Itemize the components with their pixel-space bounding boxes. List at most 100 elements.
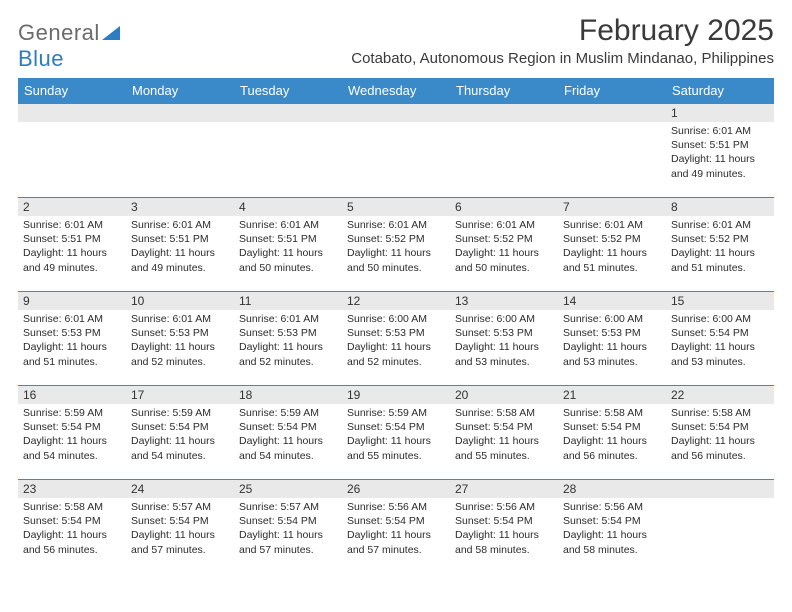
sunrise-value: 6:00 AM [712,313,751,325]
brand-part2: Blue [18,46,64,71]
sunset-value: 5:53 PM [494,327,533,339]
sunrise-value: 5:58 AM [496,407,535,419]
daylight: Daylight: 11 hours and 49 minutes. [671,152,769,180]
triangle-icon [102,26,120,40]
sunrise-value: 5:59 AM [64,407,103,419]
sunrise: Sunrise: 5:59 AM [131,406,229,420]
sunset: Sunset: 5:54 PM [239,514,337,528]
daylight: Daylight: 11 hours and 54 minutes. [23,434,121,462]
day-number: 4 [234,198,342,216]
calendar-day-cell: 28Sunrise: 5:56 AMSunset: 5:54 PMDayligh… [558,480,666,574]
daylight-label: Daylight: [131,529,175,541]
daylight: Daylight: 11 hours and 51 minutes. [563,246,661,274]
day-number: 16 [18,386,126,404]
sunrise-label: Sunrise: [239,501,280,513]
sunset-label: Sunset: [239,233,278,245]
calendar-day-cell: 26Sunrise: 5:56 AMSunset: 5:54 PMDayligh… [342,480,450,574]
daylight: Daylight: 11 hours and 50 minutes. [239,246,337,274]
day-number: 17 [126,386,234,404]
calendar-week-row: 23Sunrise: 5:58 AMSunset: 5:54 PMDayligh… [18,480,774,574]
sunset: Sunset: 5:51 PM [671,138,769,152]
day-details: Sunrise: 6:01 AMSunset: 5:51 PMDaylight:… [126,216,234,279]
daylight-label: Daylight: [455,341,499,353]
daylight-label: Daylight: [23,341,67,353]
sunrise-label: Sunrise: [131,407,172,419]
sunrise-value: 6:01 AM [496,219,535,231]
sunset-label: Sunset: [563,421,602,433]
sunrise-label: Sunrise: [347,313,388,325]
day-details: Sunrise: 6:01 AMSunset: 5:51 PMDaylight:… [18,216,126,279]
daylight: Daylight: 11 hours and 51 minutes. [23,340,121,368]
sunrise-value: 6:00 AM [496,313,535,325]
day-number: 7 [558,198,666,216]
calendar-week-row: 16Sunrise: 5:59 AMSunset: 5:54 PMDayligh… [18,386,774,480]
sunrise-value: 6:01 AM [712,125,751,137]
sunset: Sunset: 5:53 PM [131,326,229,340]
sunrise: Sunrise: 5:56 AM [455,500,553,514]
sunset: Sunset: 5:54 PM [347,420,445,434]
day-number: 14 [558,292,666,310]
calendar-day-cell: 6Sunrise: 6:01 AMSunset: 5:52 PMDaylight… [450,198,558,292]
sunrise: Sunrise: 5:59 AM [239,406,337,420]
day-number: 28 [558,480,666,498]
daylight-label: Daylight: [563,435,607,447]
day-details: Sunrise: 5:56 AMSunset: 5:54 PMDaylight:… [342,498,450,561]
sunset: Sunset: 5:52 PM [671,232,769,246]
calendar-day-cell: 3Sunrise: 6:01 AMSunset: 5:51 PMDaylight… [126,198,234,292]
sunset-value: 5:54 PM [62,515,101,527]
calendar-day-cell: 17Sunrise: 5:59 AMSunset: 5:54 PMDayligh… [126,386,234,480]
sunset: Sunset: 5:53 PM [239,326,337,340]
sunset-label: Sunset: [347,327,386,339]
daylight: Daylight: 11 hours and 56 minutes. [563,434,661,462]
day-number [450,104,558,122]
sunset-label: Sunset: [455,327,494,339]
sunset: Sunset: 5:51 PM [239,232,337,246]
sunset-label: Sunset: [455,515,494,527]
sunset-value: 5:52 PM [710,233,749,245]
sunrise: Sunrise: 5:57 AM [131,500,229,514]
day-details: Sunrise: 5:59 AMSunset: 5:54 PMDaylight:… [126,404,234,467]
daylight: Daylight: 11 hours and 58 minutes. [455,528,553,556]
sunset-label: Sunset: [131,421,170,433]
weekday-header: Monday [126,78,234,104]
sunrise-label: Sunrise: [239,407,280,419]
day-details: Sunrise: 5:56 AMSunset: 5:54 PMDaylight:… [450,498,558,561]
calendar-day-cell: 16Sunrise: 5:59 AMSunset: 5:54 PMDayligh… [18,386,126,480]
sunset-label: Sunset: [671,421,710,433]
calendar-day-cell [558,104,666,198]
calendar-day-cell: 22Sunrise: 5:58 AMSunset: 5:54 PMDayligh… [666,386,774,480]
calendar-day-cell: 10Sunrise: 6:01 AMSunset: 5:53 PMDayligh… [126,292,234,386]
sunrise: Sunrise: 6:00 AM [671,312,769,326]
sunset-value: 5:51 PM [62,233,101,245]
sunset: Sunset: 5:52 PM [347,232,445,246]
sunrise: Sunrise: 6:01 AM [671,218,769,232]
sunset: Sunset: 5:54 PM [131,514,229,528]
sunset-label: Sunset: [563,327,602,339]
brand-part1: General [18,20,100,45]
sunrise-label: Sunrise: [671,219,712,231]
sunrise: Sunrise: 6:01 AM [563,218,661,232]
sunrise-value: 6:01 AM [172,313,211,325]
sunset: Sunset: 5:54 PM [131,420,229,434]
day-number: 23 [18,480,126,498]
daylight-label: Daylight: [131,435,175,447]
sunset: Sunset: 5:53 PM [563,326,661,340]
daylight-label: Daylight: [563,247,607,259]
day-details: Sunrise: 5:56 AMSunset: 5:54 PMDaylight:… [558,498,666,561]
sunset-value: 5:53 PM [62,327,101,339]
sunset-value: 5:54 PM [278,515,317,527]
daylight-label: Daylight: [23,435,67,447]
daylight: Daylight: 11 hours and 54 minutes. [239,434,337,462]
sunrise: Sunrise: 6:00 AM [347,312,445,326]
calendar-day-cell: 20Sunrise: 5:58 AMSunset: 5:54 PMDayligh… [450,386,558,480]
sunrise: Sunrise: 5:58 AM [563,406,661,420]
sunset-value: 5:54 PM [278,421,317,433]
sunrise: Sunrise: 6:01 AM [23,218,121,232]
sunset-label: Sunset: [23,515,62,527]
sunrise-label: Sunrise: [455,501,496,513]
sunset: Sunset: 5:54 PM [239,420,337,434]
sunset-value: 5:54 PM [494,421,533,433]
day-details: Sunrise: 5:59 AMSunset: 5:54 PMDaylight:… [234,404,342,467]
month-title: February 2025 [351,14,774,48]
day-details: Sunrise: 6:01 AMSunset: 5:53 PMDaylight:… [234,310,342,373]
